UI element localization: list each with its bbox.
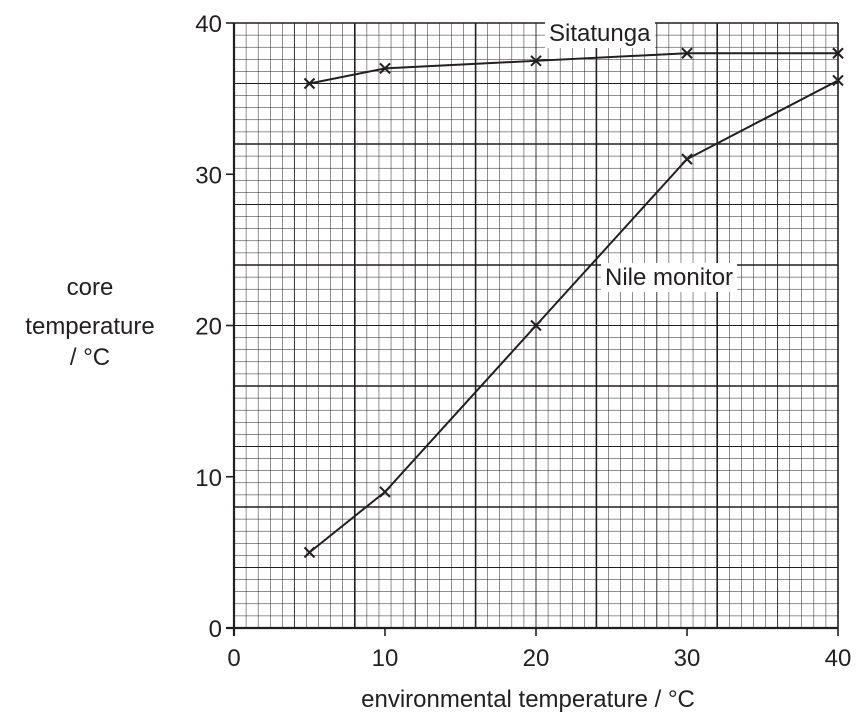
y-axis-title-line-3: / °C	[70, 344, 110, 371]
x-tick-label: 40	[825, 645, 852, 672]
y-tick-label: 40	[195, 11, 222, 38]
y-axis-title-line-2: temperature	[25, 313, 154, 340]
x-tick-label: 0	[227, 645, 240, 672]
data-point-nile-monitor	[379, 486, 391, 498]
data-point-cross-stroke	[832, 74, 844, 87]
data-point-cross-stroke	[681, 47, 693, 59]
series-line-sitatunga	[309, 52, 838, 85]
x-tick-label: 10	[372, 645, 399, 672]
data-point-nile-monitor	[832, 74, 844, 87]
data-point-cross-stroke	[530, 55, 542, 67]
series-label-nile-monitor: Nile monitor	[605, 264, 733, 291]
data-point-nile-monitor	[530, 319, 542, 332]
data-point-cross-stroke	[530, 319, 542, 332]
data-point-sitatunga	[681, 47, 693, 59]
data-point-cross-stroke	[379, 486, 391, 498]
y-tick-label: 0	[209, 616, 222, 643]
data-point-cross-stroke	[681, 153, 693, 165]
data-point-cross-stroke	[379, 62, 391, 75]
y-tick-label: 10	[195, 465, 222, 492]
data-point-cross-stroke	[303, 77, 316, 90]
data-point-nile-monitor	[303, 546, 316, 559]
data-point-sitatunga	[530, 55, 542, 67]
y-axis-title-line-1: core	[67, 274, 114, 301]
series-label-sitatunga: Sitatunga	[549, 20, 651, 47]
y-tick-label: 30	[195, 162, 222, 189]
x-tick-label: 30	[674, 645, 701, 672]
series-label-sitatunga-background	[545, 19, 656, 48]
axes	[226, 22, 839, 636]
labels-layer: Sitatunga Nile monitor core temperature …	[25, 11, 851, 713]
series-label-nile-monitor-background	[601, 263, 738, 292]
data-point-sitatunga	[379, 62, 391, 75]
data-point-cross-stroke	[832, 47, 844, 59]
grid	[233, 22, 839, 629]
y-tick-label: 20	[195, 314, 222, 341]
data-point-sitatunga	[832, 47, 844, 59]
series-layer	[303, 47, 844, 559]
x-tick-label: 20	[523, 645, 550, 672]
data-point-cross-stroke	[303, 546, 316, 559]
data-point-nile-monitor	[681, 153, 693, 165]
data-point-sitatunga	[303, 77, 316, 90]
series-line-nile-monitor	[308, 79, 839, 554]
x-axis-title: environmental temperature / °C	[361, 686, 695, 713]
